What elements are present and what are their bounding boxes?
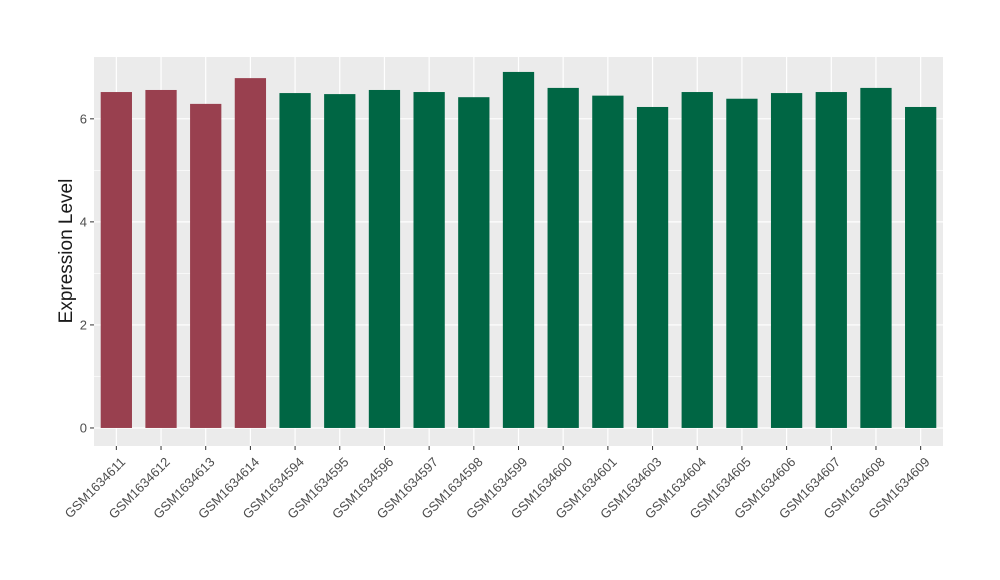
bar-GSM1634614 bbox=[234, 78, 267, 428]
bar-GSM1634607 bbox=[815, 92, 847, 428]
bar-GSM1634597 bbox=[413, 92, 445, 428]
bar-GSM1634601 bbox=[592, 95, 624, 428]
bar-GSM1634598 bbox=[458, 97, 490, 428]
bar-GSM1634604 bbox=[681, 92, 713, 428]
y-tick-label: 4 bbox=[80, 214, 87, 229]
bar-GSM1634596 bbox=[368, 89, 401, 428]
bar-GSM1634612 bbox=[145, 89, 177, 428]
bar-GSM1634599 bbox=[502, 71, 535, 428]
bar-GSM1634595 bbox=[324, 94, 356, 428]
y-tick-label: 6 bbox=[80, 111, 87, 126]
y-tick-label: 0 bbox=[80, 420, 87, 435]
y-axis: 0 2 4 6 bbox=[80, 111, 94, 435]
bar-GSM1634613 bbox=[190, 103, 222, 428]
bar-GSM1634605 bbox=[726, 98, 758, 428]
bar-GSM1634611 bbox=[100, 92, 132, 428]
x-axis: GSM1634611GSM1634612GSM1634613GSM1634614… bbox=[62, 446, 933, 522]
bar-GSM1634606 bbox=[770, 93, 803, 428]
bars bbox=[100, 71, 937, 428]
bar-GSM1634600 bbox=[547, 87, 579, 428]
bar-GSM1634594 bbox=[279, 93, 311, 428]
y-axis-title: Expression Level bbox=[56, 179, 77, 324]
bar-GSM1634603 bbox=[636, 106, 669, 428]
bar-GSM1634608 bbox=[860, 87, 892, 428]
bar-GSM1634609 bbox=[905, 106, 937, 428]
y-tick-label: 2 bbox=[80, 317, 87, 332]
